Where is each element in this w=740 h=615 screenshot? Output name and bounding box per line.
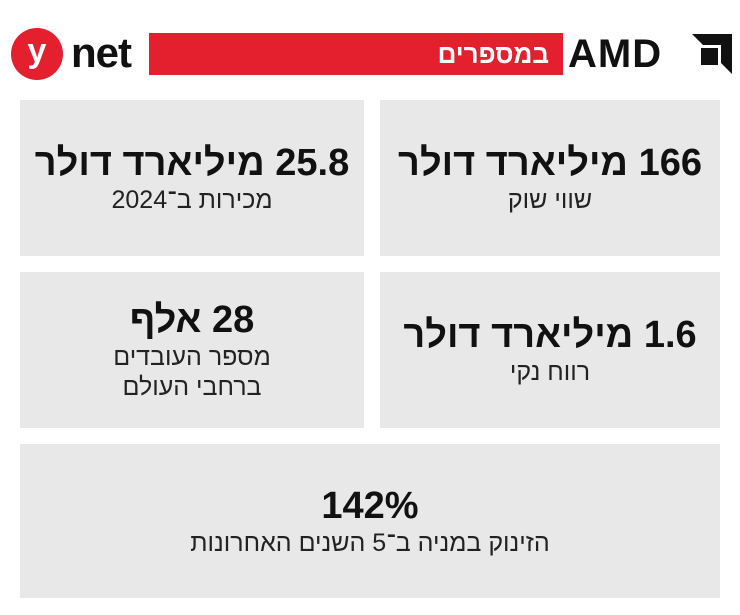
stat-label: מכירות ב־2024 <box>111 186 273 214</box>
amd-wordmark: AMD <box>568 32 663 76</box>
stat-value: 142% <box>321 485 419 527</box>
ynet-logo[interactable]: y net <box>11 28 141 80</box>
stat-value: 28 אלף <box>129 299 255 341</box>
stat-card-stock-growth: 142% הזינוק במניה ב־5 השנים האחרונות <box>20 444 720 598</box>
stat-card-net-profit: 1.6 מיליארד דולר רווח נקי <box>380 272 720 428</box>
ynet-circle-logo: y <box>11 28 63 80</box>
title-bar: במספרים <box>149 33 563 75</box>
amd-arrow-icon <box>692 34 732 74</box>
stat-card-sales: 25.8 מיליארד דולר מכירות ב־2024 <box>20 100 364 256</box>
ynet-wordmark: net <box>71 29 132 76</box>
stat-label: רווח נקי <box>509 358 591 386</box>
stat-label: מספר העובדים <box>113 343 271 371</box>
stat-card-employees: 28 אלף מספר העובדים ברחבי העולם <box>20 272 364 428</box>
stat-label: הזינוק במניה ב־5 השנים האחרונות <box>190 529 550 557</box>
stat-card-market-cap: 166 מיליארד דולר שווי שוק <box>380 100 720 256</box>
amd-logo: AMD <box>568 32 738 76</box>
stat-label-line2: ברחבי העולם <box>122 373 262 401</box>
stat-value: 166 מיליארד דולר <box>398 142 702 184</box>
stat-value: 1.6 מיליארד דולר <box>403 314 697 356</box>
stat-label: שווי שוק <box>507 186 593 214</box>
stat-value: 25.8 מיליארד דולר <box>34 142 350 184</box>
page-title: במספרים <box>437 38 549 69</box>
